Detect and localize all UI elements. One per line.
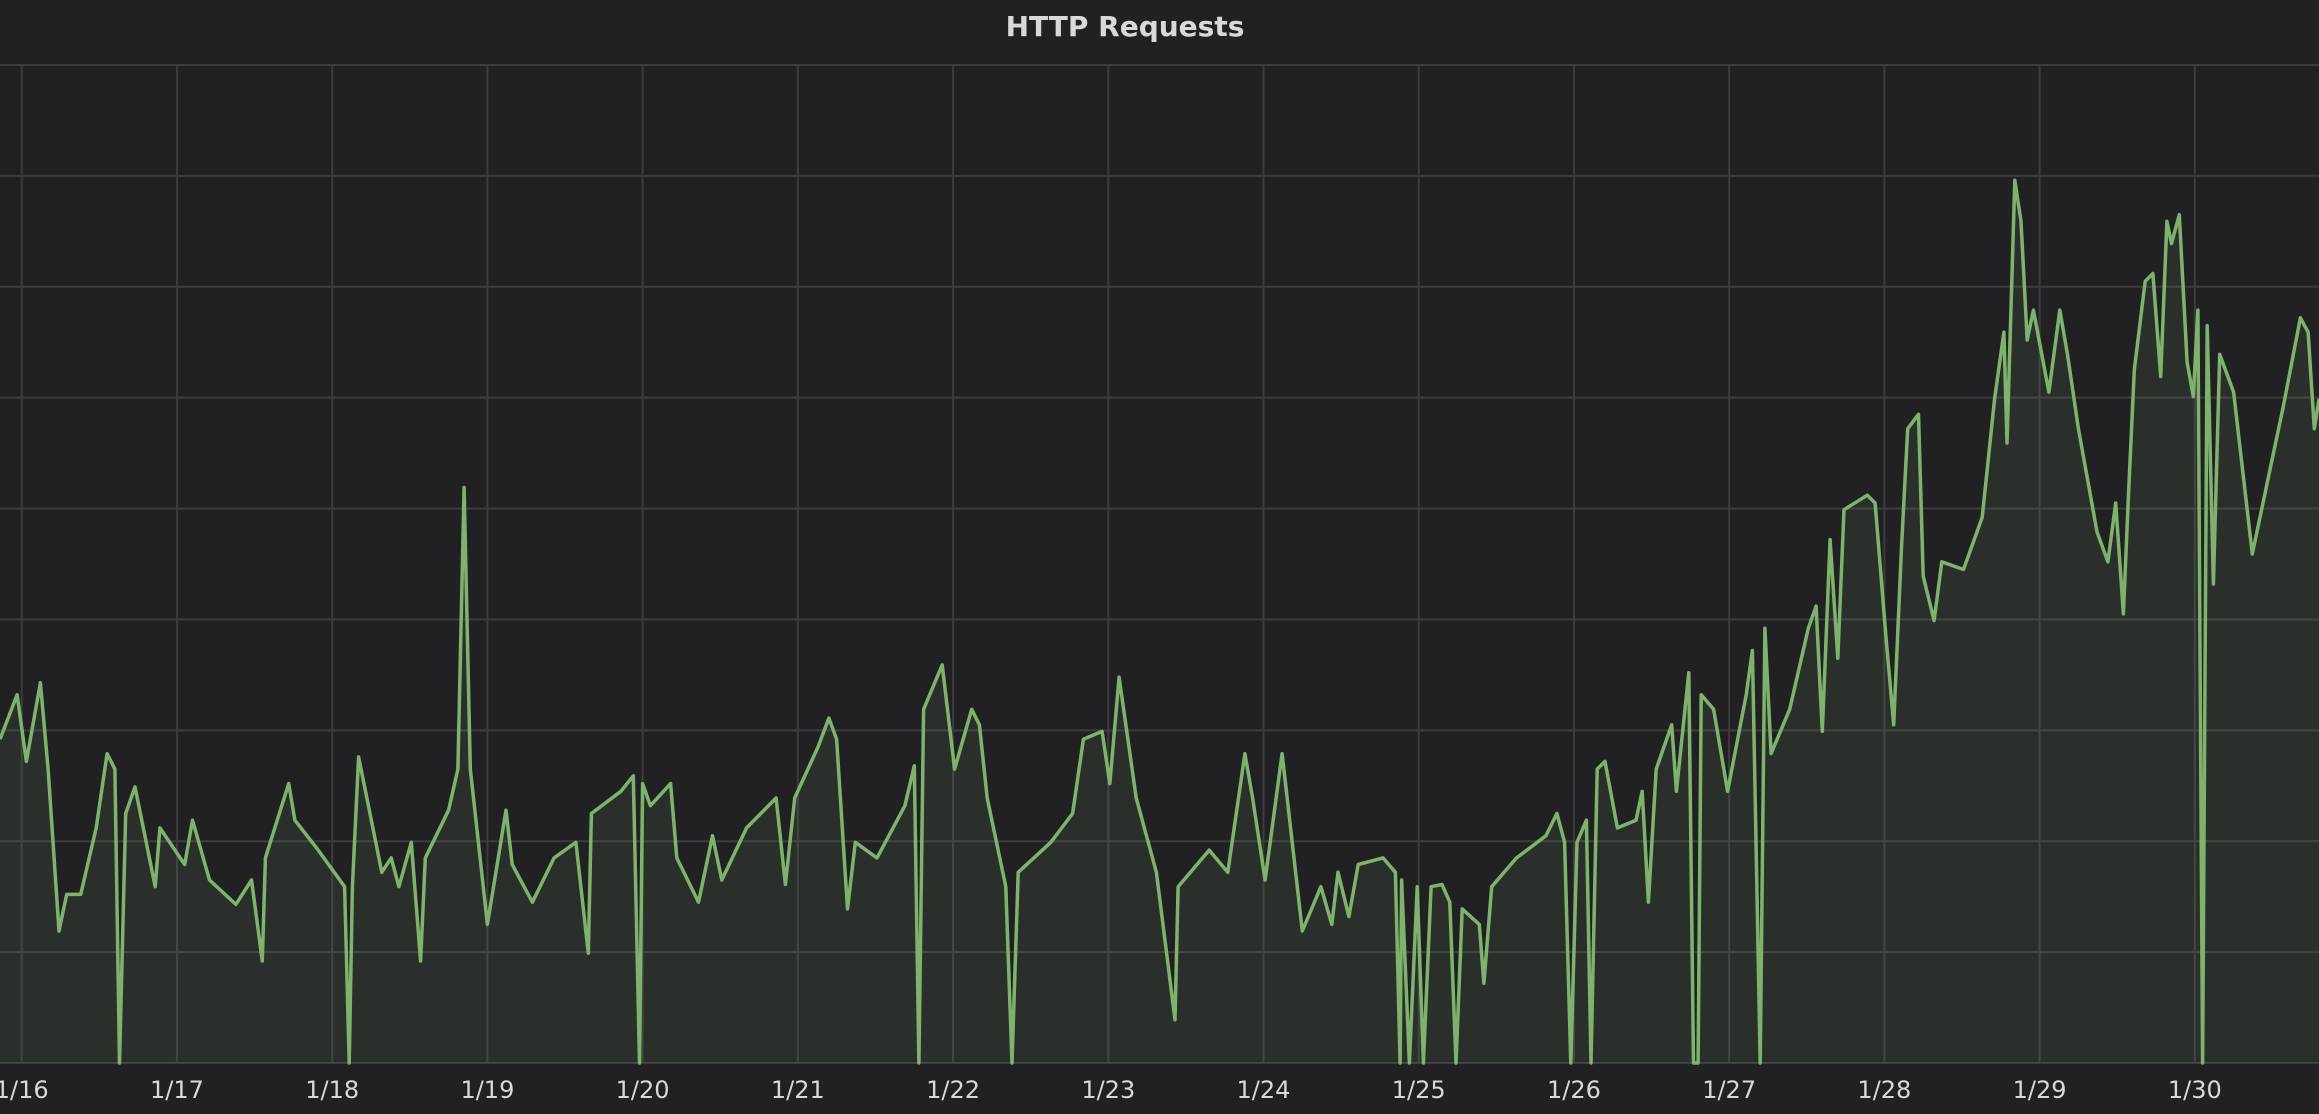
x-tick-label: 1/22 (926, 1076, 980, 1104)
x-tick-label: 1/28 (1857, 1076, 1911, 1104)
x-tick-label: 1/24 (1237, 1076, 1291, 1104)
x-tick-label: 1/21 (771, 1076, 825, 1104)
area-fill (0, 180, 2319, 1064)
line (0, 178, 2319, 1065)
x-tick-label: 1/18 (305, 1076, 359, 1104)
x-tick-label: 1/19 (460, 1076, 514, 1104)
x-tick-label: 1/25 (1392, 1076, 1446, 1104)
chart-title: HTTP Requests (1006, 10, 1245, 43)
x-tick-label: 1/26 (1547, 1076, 1601, 1104)
x-tick-label: 1/23 (1081, 1076, 1135, 1104)
x-tick-label: 1/27 (1702, 1076, 1756, 1104)
x-tick-label: 1/20 (616, 1076, 670, 1104)
x-tick-label: 1/29 (2013, 1076, 2067, 1104)
x-tick-label: 1/17 (150, 1076, 204, 1104)
x-tick-label: 1/16 (0, 1076, 49, 1104)
x-tick-label: 1/30 (2168, 1076, 2222, 1104)
